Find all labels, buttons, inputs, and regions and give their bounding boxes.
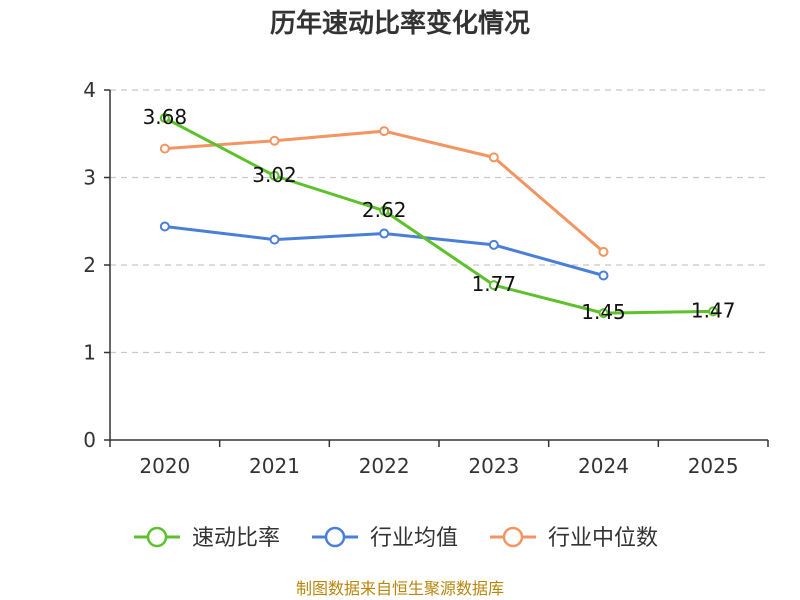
series-3-point-2024 xyxy=(598,246,609,257)
y-tick-label-3: 3 xyxy=(83,166,96,190)
data-label-2025: 1.47 xyxy=(691,298,736,322)
data-label-2021: 3.02 xyxy=(252,163,297,187)
x-tick-label-2022: 2022 xyxy=(359,454,410,478)
x-tick-label-2025: 2025 xyxy=(688,454,739,478)
series xyxy=(159,113,719,319)
series-1-point-2024 xyxy=(598,308,609,319)
series-3 xyxy=(159,126,609,257)
data-labels: 3.68 3.02 2.62 1.77 1.45 1.47 xyxy=(143,105,736,324)
y-tick-label-2: 2 xyxy=(83,253,96,277)
y-tick-label-4: 4 xyxy=(83,78,96,102)
series-1-point-2022 xyxy=(379,205,390,216)
data-label-2024: 1.45 xyxy=(581,300,626,324)
legend-item-1[interactable]: 速动比率 xyxy=(134,526,280,551)
series-2-point-2022 xyxy=(379,228,390,239)
series-line-1 xyxy=(163,116,715,315)
axes: 0 1 2 3 4 2020 2021 2022 2023 2024 2025 xyxy=(83,78,769,478)
data-label-2022: 2.62 xyxy=(362,198,407,222)
series-3-point-2023 xyxy=(488,152,499,163)
y-tick-label-1: 1 xyxy=(83,341,96,365)
y-tick-label-0: 0 xyxy=(83,428,96,452)
series-1 xyxy=(159,113,719,319)
series-1-point-2021 xyxy=(269,170,280,181)
legend-label-3: 行业中位数 xyxy=(548,526,658,551)
data-label-2020: 3.68 xyxy=(143,105,188,129)
x-tick-label-2024: 2024 xyxy=(578,454,629,478)
legend[interactable]: 速动比率 行业均值 行业中位数 xyxy=(134,526,658,551)
series-1-point-2020 xyxy=(159,113,170,123)
series-3-point-2022 xyxy=(379,126,390,137)
legend-marker-3 xyxy=(502,526,524,548)
series-1-point-2025 xyxy=(708,306,719,317)
x-tick-label-2021: 2021 xyxy=(249,454,300,478)
legend-marker-1 xyxy=(146,526,168,548)
data-label-2023: 1.77 xyxy=(472,272,517,296)
legend-item-3[interactable]: 行业中位数 xyxy=(490,526,658,551)
series-3-point-2020 xyxy=(159,143,170,154)
series-2-point-2023 xyxy=(488,239,499,250)
series-2-point-2020 xyxy=(159,221,170,232)
series-2-point-2021 xyxy=(269,234,280,245)
source-note: 制图数据来自恒生聚源数据库 xyxy=(296,579,504,598)
series-3-point-2021 xyxy=(269,135,280,146)
x-tick-label-2020: 2020 xyxy=(139,454,190,478)
series-2-point-2024 xyxy=(598,270,609,281)
legend-label-2: 行业均值 xyxy=(370,526,458,551)
legend-marker-2 xyxy=(324,526,346,548)
series-1-point-2023 xyxy=(488,280,499,291)
x-tick-label-2023: 2023 xyxy=(468,454,519,478)
legend-item-2[interactable]: 行业均值 xyxy=(312,526,458,551)
chart-title: 历年速动比率变化情况 xyxy=(270,8,530,39)
series-2 xyxy=(159,221,609,281)
legend-label-1: 速动比率 xyxy=(192,526,280,551)
